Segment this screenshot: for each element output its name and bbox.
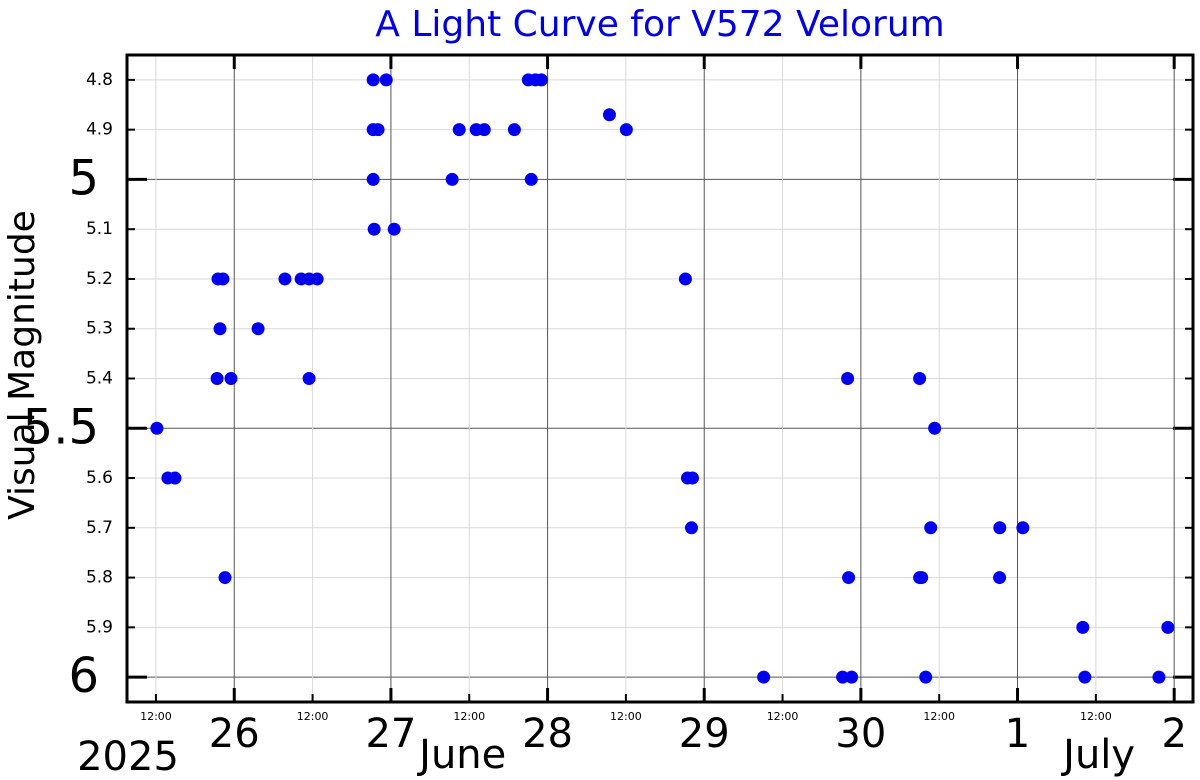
x-tick-label: 26 [209, 711, 260, 757]
x-tick-label: 12:00 [923, 710, 955, 723]
data-point [841, 372, 855, 385]
data-point [302, 372, 316, 385]
data-point [452, 123, 466, 137]
data-point [366, 73, 380, 87]
data-point [387, 222, 401, 236]
data-point [367, 222, 381, 236]
y-tick-label: 5.7 [86, 518, 113, 538]
chart-title: A Light Curve for V572 Velorum [375, 4, 944, 45]
data-point [218, 571, 232, 585]
data-point [150, 421, 164, 435]
data-point [1152, 670, 1166, 684]
y-tick-label: 6 [68, 648, 99, 704]
y-tick-label: 5.1 [86, 219, 113, 239]
data-point [836, 670, 850, 684]
data-point [507, 123, 521, 137]
data-point [619, 123, 633, 137]
data-point [684, 521, 698, 535]
data-point [602, 108, 616, 122]
y-tick-label: 4.9 [86, 120, 113, 140]
y-tick-label: 5 [68, 150, 99, 206]
labels: 4.8 4.9 5.1 5.2 5.3 5.4 5.6 5.7 5.8 5.9 5 5.5 6 12:00… [23, 70, 1187, 780]
data-point [278, 272, 292, 286]
y-tick-label: 5.8 [86, 568, 113, 588]
y-tick-label: 5.5 [23, 399, 99, 455]
x-tick-label: 27 [365, 711, 416, 757]
data-point [993, 571, 1007, 585]
data-point [445, 172, 459, 186]
x-tick-label: 12:00 [767, 710, 799, 723]
data-point [842, 571, 856, 585]
data-point [366, 172, 380, 186]
data-point [678, 272, 692, 286]
y-tick-label: 5.2 [86, 269, 113, 289]
data-point [379, 73, 393, 87]
data-point [1078, 670, 1092, 684]
data-point [210, 372, 224, 385]
x-tick-label: 12:00 [140, 710, 172, 723]
data-point [216, 272, 230, 286]
x-tick-label: 29 [679, 711, 730, 757]
plot-frame [125, 53, 1195, 704]
data-point [477, 123, 491, 137]
x-tick-label: 12:00 [453, 710, 485, 723]
data-point [845, 670, 859, 684]
data-point [371, 123, 385, 137]
data-point [913, 372, 927, 385]
marks [150, 73, 1175, 684]
x-tick-label: 12:00 [1080, 710, 1112, 723]
data-point [1161, 620, 1175, 634]
data-point [1016, 521, 1030, 535]
data-point [915, 571, 929, 585]
x-tick-label: 30 [835, 711, 886, 757]
year-label: 2025 [77, 734, 179, 780]
data-point [213, 322, 227, 336]
y-tick-label: 5.3 [86, 319, 113, 339]
data-point [251, 322, 265, 336]
y-axis-label: Visual Magnitude [2, 210, 43, 520]
data-point [928, 421, 942, 435]
data-point [1076, 620, 1090, 634]
x-tick-label: 12:00 [610, 710, 642, 723]
x-tick-label: 28 [522, 711, 573, 757]
y-tick-label: 5.9 [86, 617, 113, 637]
month-label: June [416, 732, 506, 778]
data-point [685, 471, 699, 485]
data-point [524, 172, 538, 186]
data-point [993, 521, 1007, 535]
data-point [310, 272, 324, 286]
data-point [534, 73, 548, 87]
data-point [924, 521, 938, 535]
data-point [224, 372, 238, 385]
month-label: July [1060, 732, 1135, 778]
data-point [919, 670, 933, 684]
y-tick-label: 4.8 [86, 70, 113, 90]
grid [127, 55, 1193, 702]
x-tick-label: 12:00 [297, 710, 329, 723]
x-tick-label: 1 [1005, 711, 1030, 757]
y-tick-label: 5.4 [86, 369, 113, 389]
y-tick-label: 5.6 [86, 468, 113, 488]
data-point [757, 670, 771, 684]
x-tick-label: 2 [1161, 711, 1186, 757]
data-point [168, 471, 182, 485]
